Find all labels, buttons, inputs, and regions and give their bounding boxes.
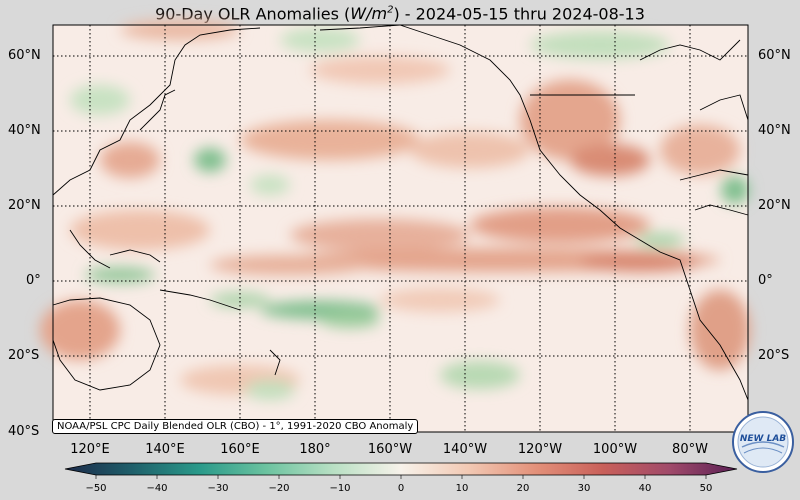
colorbar [64, 462, 738, 479]
lon-label: 180° [299, 442, 331, 457]
title-prefix: 90-Day OLR Anomalies ( [155, 4, 351, 24]
logo-text: NEW LAB [740, 434, 786, 444]
lat-label-left: 60°N [8, 48, 41, 63]
lat-label-left: 40°S [8, 424, 40, 439]
data-source-credit: NOAA/PSL CPC Daily Blended OLR (CBO) - 1… [52, 419, 419, 434]
lon-label: 80°W [672, 442, 708, 457]
lat-label-left: 40°N [8, 123, 41, 138]
lon-label: 120°E [70, 442, 110, 457]
colorbar-tick: 20 [516, 483, 530, 494]
colorbar-tick: 30 [577, 483, 591, 494]
lon-label: 140°E [145, 442, 185, 457]
colorbar-tick: 0 [397, 483, 405, 494]
colorbar-tick: −50 [85, 483, 107, 494]
lon-label: 160°W [367, 442, 413, 457]
colorbar-tick: −30 [207, 483, 229, 494]
title-suffix: ) - 2024-05-15 thru 2024-08-13 [393, 4, 645, 24]
lat-label-right: 20°N [758, 198, 791, 213]
map-panel [40, 20, 750, 433]
lat-label-left: 0° [26, 273, 41, 288]
lat-label-left: 20°S [8, 348, 40, 363]
title-unit: W/m2 [350, 4, 394, 24]
lat-label-right: 60°N [758, 48, 791, 63]
map-title: 90-Day OLR Anomalies (W/m2) - 2024-05-15… [0, 0, 800, 25]
colorbar-tick: −10 [329, 483, 351, 494]
lon-label: 140°W [442, 442, 488, 457]
colorbar-tick: 40 [638, 483, 652, 494]
colorbar-bar [64, 462, 738, 476]
lon-label: 100°W [592, 442, 638, 457]
lon-label: 120°W [517, 442, 563, 457]
colorbar-tick: 10 [455, 483, 469, 494]
lat-label-left: 20°N [8, 198, 41, 213]
colorbar-tick: −20 [268, 483, 290, 494]
colorbar-tick: 50 [699, 483, 713, 494]
lat-label-right: 0° [758, 273, 773, 288]
lab-logo-icon: NEW LAB [732, 411, 794, 473]
lat-label-right: 40°N [758, 123, 791, 138]
lat-label-right: 20°S [758, 348, 790, 363]
lon-label: 160°E [220, 442, 260, 457]
colorbar-tick: −40 [146, 483, 168, 494]
